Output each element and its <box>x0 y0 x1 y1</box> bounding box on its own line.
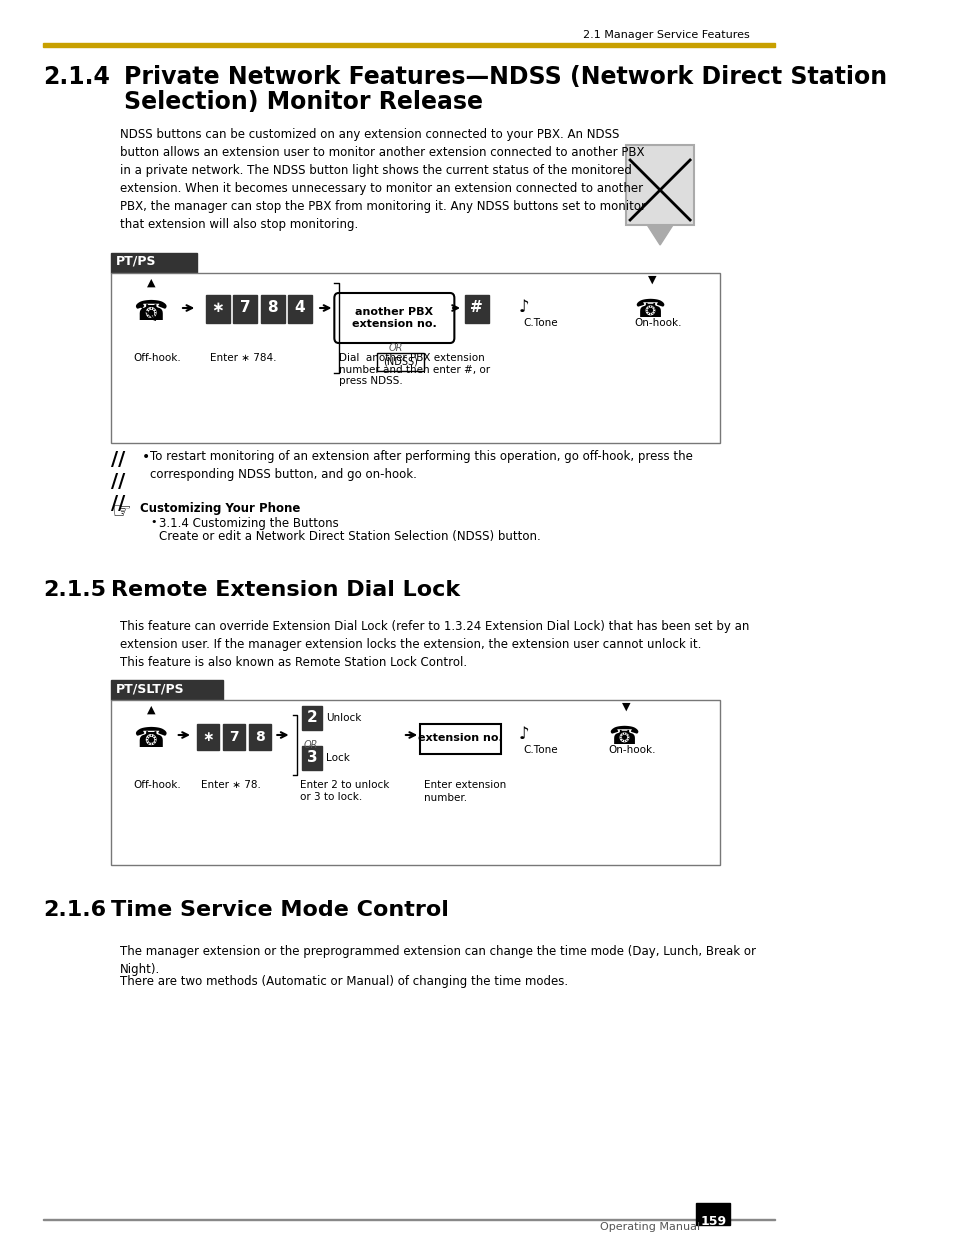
Text: On-hook.: On-hook. <box>634 317 681 329</box>
Text: Operating Manual: Operating Manual <box>599 1221 700 1233</box>
Bar <box>233 295 257 324</box>
Text: 4: 4 <box>294 300 305 315</box>
Text: Enter 2 to unlock
or 3 to lock.: Enter 2 to unlock or 3 to lock. <box>300 781 389 802</box>
Text: ∗: ∗ <box>202 730 213 743</box>
Bar <box>376 353 424 370</box>
Text: ∗: ∗ <box>212 300 224 315</box>
Bar <box>43 43 774 47</box>
Text: ♪: ♪ <box>518 298 529 316</box>
Text: extension no.: extension no. <box>417 734 502 743</box>
Text: Customizing Your Phone: Customizing Your Phone <box>139 501 300 515</box>
Text: #: # <box>470 300 482 315</box>
Text: another PBX
extension no.: another PBX extension no. <box>352 308 436 329</box>
Text: To restart monitoring of an extension after performing this operation, go off-ho: To restart monitoring of an extension af… <box>150 450 692 480</box>
Bar <box>696 1203 730 1225</box>
Text: OR: OR <box>303 740 317 750</box>
Text: ▼: ▼ <box>621 701 630 713</box>
Text: PT/SLT/PS: PT/SLT/PS <box>115 682 184 695</box>
Text: 8: 8 <box>254 730 264 743</box>
Text: Lock: Lock <box>325 753 350 763</box>
Text: PT/PS: PT/PS <box>115 254 156 268</box>
Text: ♪: ♪ <box>518 725 529 743</box>
Text: There are two methods (Automatic or Manual) of changing the time modes.: There are two methods (Automatic or Manu… <box>120 974 568 988</box>
Bar <box>464 295 488 324</box>
Text: 3.1.4 Customizing the Buttons: 3.1.4 Customizing the Buttons <box>158 517 338 530</box>
Bar <box>197 724 219 750</box>
Bar <box>112 680 223 700</box>
Text: Time Service Mode Control: Time Service Mode Control <box>112 900 449 920</box>
Bar <box>625 144 694 225</box>
Text: Enter ∗ 784.: Enter ∗ 784. <box>210 353 276 363</box>
Text: Unlock: Unlock <box>325 713 361 722</box>
Text: ☎: ☎ <box>634 298 665 322</box>
Text: Off-hook.: Off-hook. <box>132 353 180 363</box>
Bar <box>249 724 271 750</box>
Text: ☎: ☎ <box>132 298 168 326</box>
Text: Private Network Features—NDSS (Network Direct Station: Private Network Features—NDSS (Network D… <box>124 65 886 89</box>
Text: On-hook.: On-hook. <box>608 745 656 755</box>
Text: Selection) Monitor Release: Selection) Monitor Release <box>124 90 483 114</box>
FancyBboxPatch shape <box>334 293 454 343</box>
Text: Dial  another PBX extension
number and then enter #, or
press NDSS.: Dial another PBX extension number and th… <box>338 353 489 387</box>
Text: NDSS buttons can be customized on any extension connected to your PBX. An NDSS
b: NDSS buttons can be customized on any ex… <box>120 128 645 231</box>
Text: //
//
//: // // // <box>112 450 126 513</box>
Bar <box>206 295 230 324</box>
Bar <box>112 253 197 273</box>
Bar <box>112 700 720 864</box>
Polygon shape <box>646 225 672 245</box>
Bar <box>301 746 322 769</box>
Text: Remote Extension Dial Lock: Remote Extension Dial Lock <box>112 580 460 600</box>
Text: •: • <box>150 517 156 527</box>
Text: ☎: ☎ <box>132 725 168 753</box>
Text: •: • <box>141 450 150 464</box>
Bar <box>112 273 720 443</box>
Text: 8: 8 <box>267 300 277 315</box>
Text: ▼: ▼ <box>647 275 656 285</box>
Text: 7: 7 <box>229 730 238 743</box>
FancyBboxPatch shape <box>419 724 500 755</box>
Bar <box>288 295 312 324</box>
Text: OR: OR <box>389 343 403 353</box>
Text: ☞: ☞ <box>112 501 132 522</box>
Text: Create or edit a Network Direct Station Selection (NDSS) button.: Create or edit a Network Direct Station … <box>158 530 539 543</box>
Text: Enter ∗ 78.: Enter ∗ 78. <box>201 781 261 790</box>
Text: ▲: ▲ <box>148 705 155 715</box>
Text: C.Tone: C.Tone <box>522 745 557 755</box>
Text: C.Tone: C.Tone <box>522 317 557 329</box>
Text: 2.1.4: 2.1.4 <box>43 65 110 89</box>
Bar <box>260 295 284 324</box>
Text: Off-hook.: Off-hook. <box>132 781 180 790</box>
Text: 7: 7 <box>239 300 251 315</box>
Text: 2: 2 <box>306 710 317 725</box>
Text: Enter extension
number.: Enter extension number. <box>424 781 506 803</box>
Text: 2.1 Manager Service Features: 2.1 Manager Service Features <box>582 30 749 40</box>
Text: 2.1.5: 2.1.5 <box>43 580 106 600</box>
Text: 2.1.6: 2.1.6 <box>43 900 106 920</box>
Bar <box>301 706 322 730</box>
Text: The manager extension or the preprogrammed extension can change the time mode (D: The manager extension or the preprogramm… <box>120 945 755 976</box>
Text: ▲: ▲ <box>148 278 155 288</box>
Text: 159: 159 <box>700 1215 725 1228</box>
Text: 3: 3 <box>307 751 317 766</box>
Text: This feature can override Extension Dial Lock (refer to 1.3.24 Extension Dial Lo: This feature can override Extension Dial… <box>120 620 749 669</box>
Bar <box>223 724 245 750</box>
Text: ☎: ☎ <box>608 725 639 748</box>
Text: (NDSS): (NDSS) <box>382 357 417 367</box>
